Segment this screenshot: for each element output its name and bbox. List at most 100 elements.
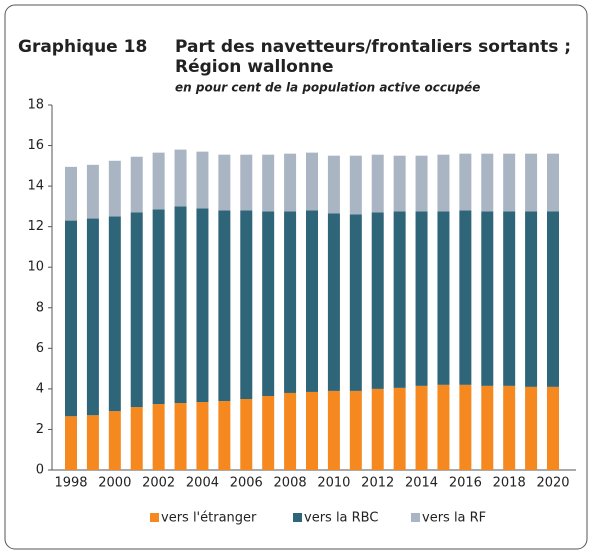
bar-segment — [174, 403, 187, 470]
bar-segment — [437, 154, 450, 212]
bar-segment — [262, 154, 275, 212]
bar-segment — [327, 155, 340, 214]
y-tick-label: 18 — [27, 98, 44, 113]
y-tick-label: 2 — [36, 422, 44, 437]
bar-segment — [196, 151, 209, 209]
chart-subtitle: en pour cent de la population active occ… — [175, 81, 480, 95]
bar-segment — [371, 212, 384, 389]
bar-segment — [130, 407, 143, 470]
x-tick-label: 1998 — [54, 476, 87, 491]
x-tick-label: 2008 — [274, 476, 307, 491]
bar-segment — [152, 209, 165, 405]
bar-segment — [306, 391, 318, 470]
bar-segment — [349, 390, 362, 470]
x-tick-label: 2020 — [536, 476, 569, 491]
bar-segment — [152, 152, 165, 210]
x-tick-label: 2014 — [405, 476, 438, 491]
bar-segment — [196, 208, 209, 403]
bar-segment — [371, 154, 384, 213]
bar-segment — [86, 218, 99, 416]
bar-segment — [152, 404, 165, 470]
bar-segment — [306, 152, 318, 211]
bar-segment — [108, 411, 121, 470]
x-tick-label: 2016 — [449, 476, 482, 491]
y-tick-label: 8 — [36, 300, 44, 315]
bar-segment — [349, 214, 362, 391]
legend-label: vers la RBC — [304, 511, 378, 526]
y-tick-label: 4 — [36, 381, 44, 396]
bar-segment — [174, 149, 187, 207]
bar-segment — [174, 206, 187, 404]
chart-title: Part des navetteurs/frontaliers sortants… — [175, 37, 571, 57]
bar-segment — [459, 384, 472, 470]
bar-segment — [240, 210, 253, 400]
bar-segment — [218, 210, 231, 402]
y-tick-label: 14 — [27, 179, 44, 194]
y-tick-label: 16 — [27, 138, 44, 153]
bar-segment — [393, 387, 406, 470]
bar-segment — [108, 216, 121, 412]
bar-segment — [371, 388, 384, 470]
bar-segment — [65, 166, 77, 221]
bar-segment — [349, 155, 362, 215]
bar-segment — [525, 153, 538, 212]
chart-title: Région wallonne — [175, 57, 334, 77]
bar-segment — [262, 211, 275, 396]
bar-segment — [481, 385, 494, 470]
legend-swatch — [150, 513, 159, 522]
bar-segment — [306, 210, 318, 392]
x-tick-label: 2004 — [186, 476, 219, 491]
bar-segment — [284, 211, 297, 393]
x-tick-label: 2000 — [98, 476, 131, 491]
bar-segment — [481, 153, 494, 212]
bar-segment — [437, 384, 450, 470]
bar-segment — [459, 210, 472, 385]
y-tick-label: 0 — [36, 463, 44, 478]
legend-label: vers l'étranger — [161, 511, 257, 526]
bar-segment — [525, 386, 538, 470]
bar-segment — [415, 155, 428, 212]
bar-segment — [415, 211, 428, 386]
frame — [4, 4, 588, 550]
x-tick-label: 2012 — [361, 476, 394, 491]
bar-segment — [525, 211, 538, 387]
bar-segment — [86, 164, 99, 219]
bar-segment — [547, 153, 559, 212]
bar-segment — [218, 154, 231, 211]
bar-segment — [503, 211, 516, 386]
bar-segment — [437, 211, 450, 385]
bar-segment — [327, 213, 340, 391]
legend-label: vers la RF — [422, 511, 486, 526]
legend-swatch — [293, 513, 302, 522]
bar-segment — [108, 160, 121, 217]
bar-segment — [218, 401, 231, 470]
bar-segment — [547, 386, 559, 470]
bar-segment — [86, 415, 99, 470]
bar-segment — [130, 156, 143, 213]
bar-segment — [65, 416, 77, 470]
bar-segment — [547, 211, 559, 387]
bar-segment — [503, 153, 516, 212]
y-tick-label: 12 — [27, 219, 44, 234]
bar-segment — [65, 220, 77, 417]
x-tick-label: 2010 — [317, 476, 350, 491]
bar-segment — [240, 399, 253, 470]
bar-segment — [262, 395, 275, 470]
bar-segment — [196, 402, 209, 470]
bar-segment — [327, 390, 340, 470]
bar-segment — [284, 392, 297, 470]
y-tick-label: 6 — [36, 341, 44, 356]
bar-segment — [130, 212, 143, 408]
bar-segment — [503, 385, 516, 470]
bar-segment — [459, 153, 472, 211]
x-tick-label: 2002 — [142, 476, 175, 491]
bar-segment — [240, 154, 253, 211]
x-tick-label: 2006 — [230, 476, 263, 491]
bar-segment — [481, 211, 494, 386]
bar-segment — [415, 385, 428, 470]
bar-segment — [393, 155, 406, 212]
chart-label: Graphique 18 — [18, 37, 147, 57]
x-tick-label: 2018 — [493, 476, 526, 491]
legend-swatch — [411, 513, 420, 522]
